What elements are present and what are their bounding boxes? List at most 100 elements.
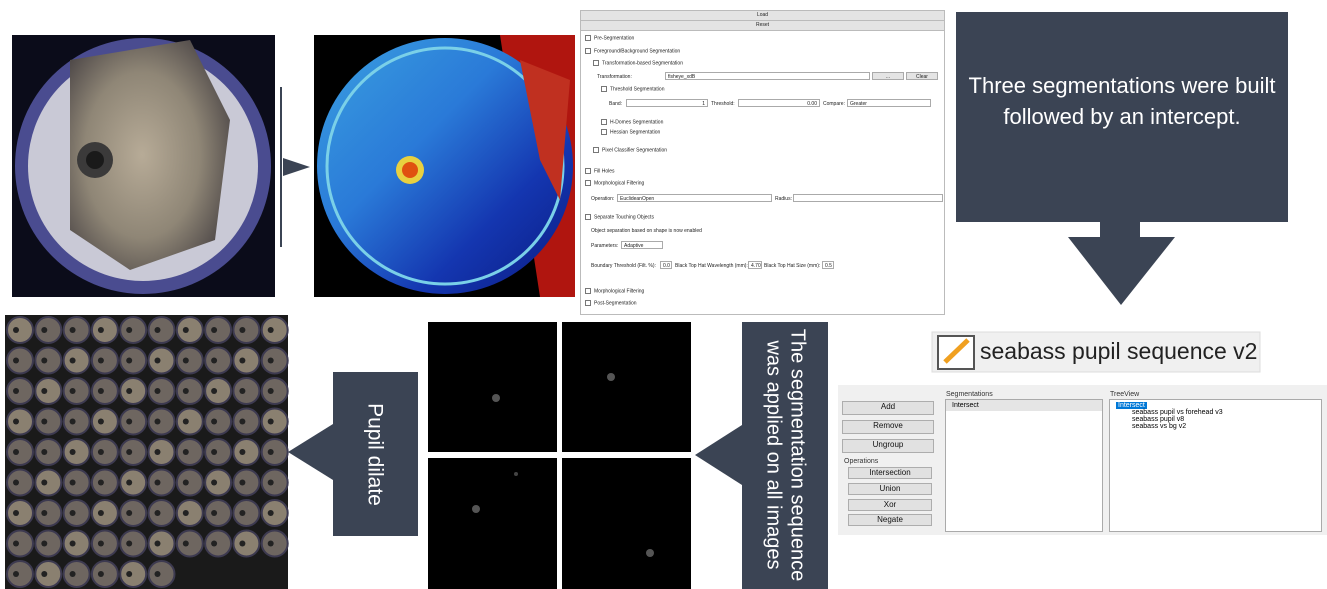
thumbnail-eye bbox=[182, 510, 189, 516]
thumbnail bbox=[90, 499, 119, 527]
thumbnail-eye bbox=[182, 449, 189, 455]
thumbnail-eye bbox=[41, 388, 48, 394]
thumbnail-eye bbox=[126, 571, 133, 577]
ungroup-button[interactable]: Ungroup bbox=[842, 439, 934, 453]
option[interactable]: Fill Holes bbox=[594, 168, 615, 175]
thumbnail bbox=[147, 529, 176, 558]
thumbnail bbox=[62, 499, 91, 527]
thumbnail-eye bbox=[97, 449, 104, 455]
option[interactable]: Post-Segmentation bbox=[594, 300, 637, 307]
tree-node[interactable]: seabass pupil vs forehead v3 bbox=[1132, 409, 1223, 416]
dropdown[interactable]: Greater bbox=[847, 99, 931, 107]
option[interactable]: Threshold Segmentation bbox=[610, 86, 665, 93]
field[interactable]: 1 bbox=[626, 99, 708, 107]
thumbnail bbox=[204, 377, 233, 405]
thumbnail-eye bbox=[267, 418, 274, 425]
dropdown[interactable]: EuclideanOpen bbox=[617, 194, 772, 202]
thumbnail-eye bbox=[211, 510, 218, 516]
thumbnail-eye bbox=[239, 388, 246, 394]
thumbnail-eye bbox=[182, 388, 189, 394]
thumbnail-eye bbox=[239, 449, 246, 455]
thumbnail-eye bbox=[69, 571, 76, 577]
tree-node[interactable]: seabass pupil v8 bbox=[1132, 416, 1185, 423]
option[interactable]: H-Domes Segmentation bbox=[610, 119, 664, 126]
thumbnail-eye bbox=[97, 327, 104, 333]
operation-button[interactable]: Intersection bbox=[848, 467, 932, 479]
thumbnail-eye bbox=[97, 418, 104, 425]
operation-button[interactable]: Union bbox=[848, 483, 932, 495]
thumbnail-eye bbox=[126, 510, 133, 516]
option[interactable]: Hessian Segmentation bbox=[610, 129, 661, 136]
thumbnail bbox=[62, 407, 91, 436]
thumbnail-eye bbox=[239, 357, 246, 364]
reset-button[interactable]: Reset bbox=[581, 21, 944, 31]
thumbnail bbox=[90, 438, 119, 466]
thumbnail bbox=[260, 377, 289, 405]
option[interactable]: Pre-Segmentation bbox=[594, 35, 635, 42]
browse-button[interactable]: ... bbox=[872, 72, 904, 80]
label: Black Top Hat Size (mm): bbox=[764, 263, 821, 269]
thumbnail-eye bbox=[267, 327, 274, 333]
thumbnail-eye bbox=[13, 540, 19, 547]
thumbnail-eye bbox=[239, 510, 246, 516]
option[interactable]: Morphological Filtering bbox=[594, 288, 645, 295]
thumbnail bbox=[90, 529, 119, 558]
thumbnail-eye bbox=[211, 327, 218, 333]
thumbnail bbox=[119, 438, 148, 466]
thumbnail-eye bbox=[41, 540, 48, 547]
thumbnail-eye bbox=[41, 449, 48, 455]
tree-node[interactable]: Intersect bbox=[1116, 402, 1147, 409]
thumbnail-eye bbox=[69, 510, 76, 516]
thumbnail-eye bbox=[69, 327, 76, 333]
thumbnail-eye bbox=[69, 479, 76, 486]
field[interactable]: 0.00 bbox=[738, 99, 820, 107]
field[interactable] bbox=[793, 194, 943, 202]
field[interactable]: 4.70 bbox=[748, 261, 762, 269]
list-item[interactable]: Intersect bbox=[946, 400, 1102, 411]
thumbnail bbox=[119, 529, 148, 558]
sequence-editor: Add Remove Ungroup Operations Intersecti… bbox=[838, 385, 1327, 535]
segmentations-list: Intersect bbox=[945, 399, 1103, 532]
thumbnail-eye bbox=[69, 449, 76, 455]
thumbnail bbox=[147, 346, 176, 375]
thumbnail bbox=[232, 529, 261, 558]
thumbnail bbox=[119, 346, 148, 375]
tree-node[interactable]: seabass vs bg v2 bbox=[1132, 423, 1187, 430]
thumbnail bbox=[62, 560, 91, 588]
thumbnail bbox=[147, 468, 176, 497]
thumbnail-eye bbox=[13, 571, 19, 577]
thumbnail-eye bbox=[126, 327, 133, 333]
thumbnail-eye bbox=[69, 540, 76, 547]
option[interactable]: Transformation-based Segmentation bbox=[602, 60, 683, 67]
field[interactable]: 0.0 bbox=[660, 261, 672, 269]
thumbnail-eye bbox=[154, 449, 161, 455]
label: Parameters: bbox=[591, 243, 619, 249]
operation-button[interactable]: Xor bbox=[848, 499, 932, 511]
option[interactable]: Separate Touching Objects bbox=[594, 214, 654, 221]
thumbnail-eye bbox=[211, 540, 218, 547]
thumbnail bbox=[119, 560, 148, 588]
operation-button[interactable]: Negate bbox=[848, 514, 932, 526]
thumbnail-eye bbox=[126, 418, 133, 425]
thumbnail bbox=[232, 499, 261, 527]
option[interactable]: Pixel Classifier Segmentation bbox=[602, 147, 668, 154]
remove-button[interactable]: Remove bbox=[842, 420, 934, 434]
thumbnail bbox=[62, 316, 91, 344]
option[interactable]: Morphological Filtering bbox=[594, 180, 645, 187]
clear-button[interactable]: Clear bbox=[906, 72, 938, 80]
label: Boundary Threshold (Filt. %): bbox=[591, 263, 656, 269]
option[interactable]: Foreground/Background Segmentation bbox=[594, 48, 681, 55]
thumbnail-eye bbox=[13, 327, 19, 333]
thumbnail-eye bbox=[126, 388, 133, 394]
thumbnail bbox=[90, 560, 119, 588]
thumbnail-eye bbox=[182, 327, 189, 333]
thumbnail bbox=[119, 316, 148, 344]
field[interactable]: 0.5 bbox=[822, 261, 834, 269]
thumbnail bbox=[119, 407, 148, 436]
field[interactable]: fisheye_xdB bbox=[665, 72, 870, 80]
thumbnail-eye bbox=[126, 479, 133, 486]
load-button[interactable]: Load bbox=[581, 11, 944, 21]
dropdown[interactable]: Adaptive bbox=[621, 241, 663, 249]
thumbnail-eye bbox=[97, 388, 104, 394]
add-button[interactable]: Add bbox=[842, 401, 934, 415]
